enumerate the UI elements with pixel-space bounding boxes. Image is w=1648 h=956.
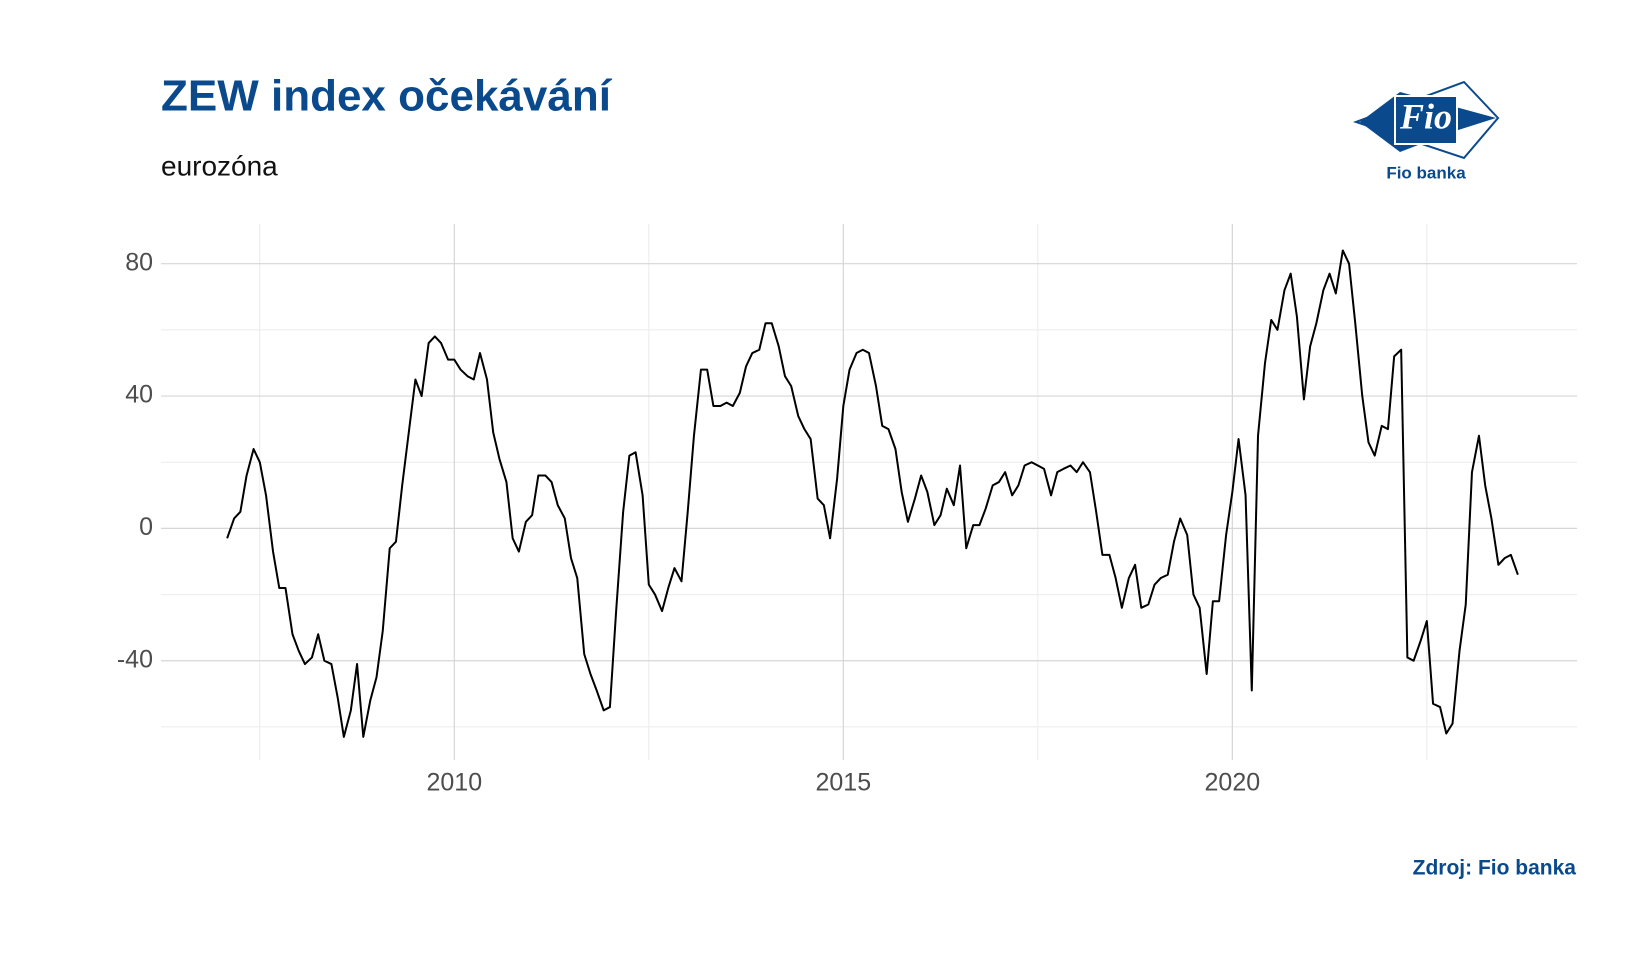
x-tick-label: 2010 [427, 769, 483, 797]
x-tick-label: 2020 [1205, 769, 1261, 797]
y-tick-label: 40 [125, 381, 153, 409]
ticks: -40 0 40 80 2010 2015 2020 [117, 248, 1260, 796]
y-tick-label: 0 [139, 513, 153, 541]
logo-caption: Fio banka [1386, 163, 1466, 182]
y-tick-label: 80 [125, 248, 153, 276]
y-tick-label: -40 [117, 645, 153, 673]
chart-title: ZEW index očekávání [161, 72, 613, 121]
marks [226, 249, 1519, 738]
logo-box [1394, 95, 1458, 145]
chart-subtitle: eurozóna [161, 150, 278, 181]
logo-mark: Fio [1399, 96, 1452, 136]
grid [161, 224, 1577, 760]
logo: Fio Fio banka [1352, 80, 1500, 182]
data-line [226, 249, 1519, 738]
source: Zdroj: Fio banka [1413, 857, 1577, 880]
x-tick-label: 2015 [816, 769, 872, 797]
